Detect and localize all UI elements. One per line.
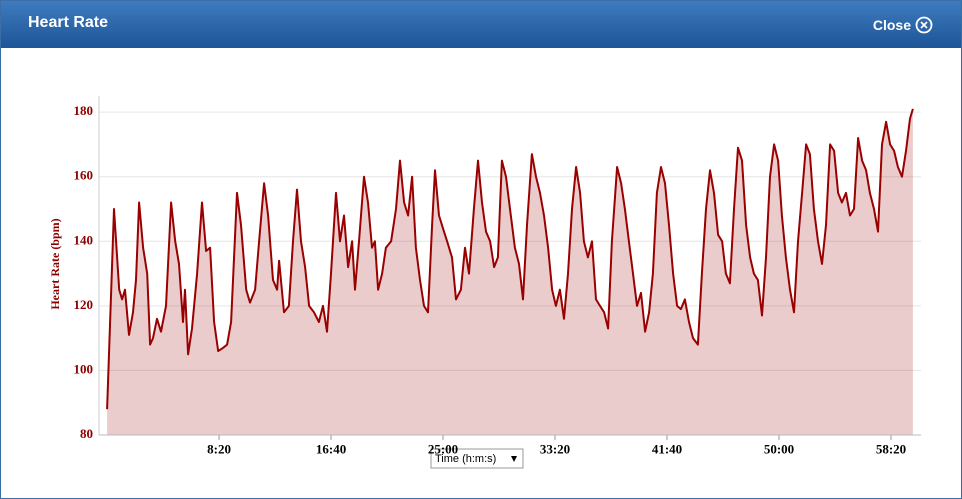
y-tick-label: 100 (74, 361, 94, 376)
x-selector[interactable]: Time (h:m:s) (430, 448, 524, 469)
y-axis-title: Heart Rate (bpm) (48, 218, 62, 309)
x-tick-label: 25:00 (428, 442, 458, 457)
dialog-header: Heart Rate Close (1, 1, 961, 48)
x-tick-label: 41:40 (652, 442, 682, 457)
line (106, 108, 914, 410)
close-icon[interactable] (915, 16, 933, 34)
x-tick-label: 58:20 (876, 442, 906, 457)
x-tick-label: 50:00 (764, 442, 794, 457)
area-fill (107, 108, 913, 436)
close-button[interactable]: Close (872, 16, 933, 34)
x-tick-label: 33:20 (540, 442, 570, 457)
y-tick-label: 140 (74, 232, 94, 247)
x-tick-label: 16:40 (316, 442, 346, 457)
y-tick-label: 180 (74, 103, 94, 118)
x-tick-label: 8:20 (207, 442, 231, 457)
y-tick-label: 120 (74, 297, 94, 312)
select-label[interactable]: Time (h:m:s) (435, 453, 496, 465)
close-label[interactable]: Close (872, 17, 911, 33)
y-tick-label: 160 (74, 168, 94, 183)
select-box[interactable] (430, 448, 524, 469)
dialog-title: Heart Rate (28, 14, 109, 31)
select-arrow[interactable] (511, 456, 517, 462)
y-tick-label: 80 (80, 426, 93, 441)
